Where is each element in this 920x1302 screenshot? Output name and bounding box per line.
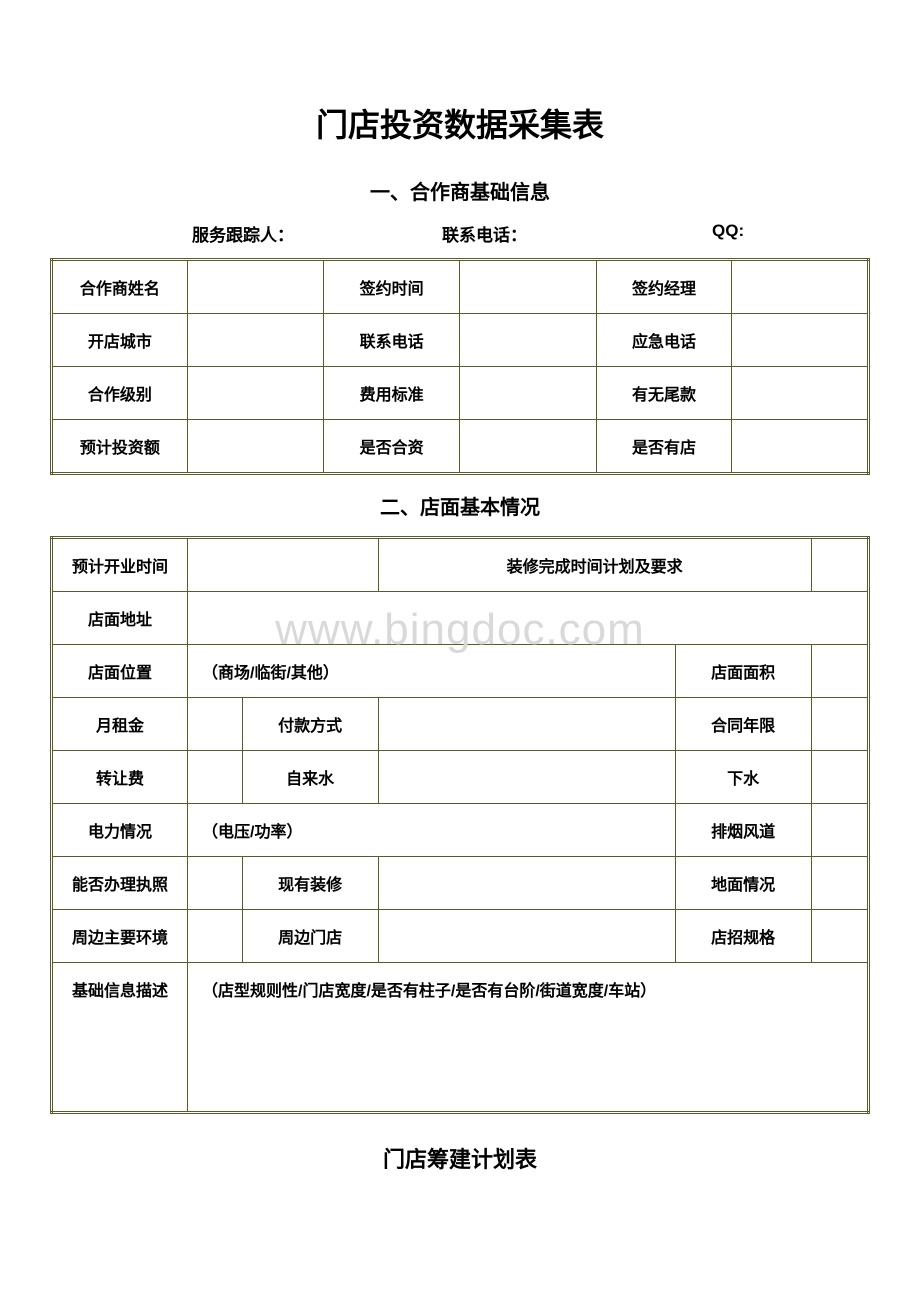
- cell-value: [460, 367, 597, 420]
- phone-label: 联系电话：: [442, 221, 712, 246]
- table-row: 店面位置 （商场/临街/其他） 店面面积: [52, 645, 869, 698]
- cell-value: [378, 698, 675, 751]
- cell-value: [811, 857, 868, 910]
- table-row: 预计投资额 是否合资 是否有店: [52, 420, 869, 474]
- cell-value: [811, 804, 868, 857]
- table-row: 开店城市 联系电话 应急电话: [52, 314, 869, 367]
- cell-value: [378, 751, 675, 804]
- cell-label: 店面地址: [52, 592, 188, 645]
- cell-label: 排烟风道: [675, 804, 811, 857]
- cell-label: 有无尾款: [596, 367, 732, 420]
- cell-value: [188, 592, 869, 645]
- tracker-label: 服务跟踪人：: [192, 221, 442, 246]
- cell-value: [460, 314, 597, 367]
- cell-label: 费用标准: [324, 367, 460, 420]
- cell-label: 电力情况: [52, 804, 188, 857]
- table-row: 合作商姓名 签约时间 签约经理: [52, 260, 869, 314]
- cell-label: 能否办理执照: [52, 857, 188, 910]
- cell-label: 转让费: [52, 751, 188, 804]
- qq-label: QQ:: [712, 221, 744, 246]
- cell-value: [811, 698, 868, 751]
- cell-label: 签约时间: [324, 260, 460, 314]
- store-info-table: 预计开业时间 装修完成时间计划及要求 店面地址 店面位置 （商场/临街/其他） …: [50, 536, 870, 1114]
- cell-label: 周边主要环境: [52, 910, 188, 963]
- cell-label: 是否合资: [324, 420, 460, 474]
- table-row: 能否办理执照 现有装修 地面情况: [52, 857, 869, 910]
- cell-label: 开店城市: [52, 314, 188, 367]
- cell-value: [460, 260, 597, 314]
- cell-value: [811, 751, 868, 804]
- footer-title: 门店筹建计划表: [50, 1142, 870, 1174]
- table-row: 预计开业时间 装修完成时间计划及要求: [52, 538, 869, 592]
- cell-value: [811, 538, 868, 592]
- table-row: 转让费 自来水 下水: [52, 751, 869, 804]
- cell-value: [188, 910, 243, 963]
- cell-label: 月租金: [52, 698, 188, 751]
- table-row: 周边主要环境 周边门店 店招规格: [52, 910, 869, 963]
- cell-label: 周边门店: [242, 910, 378, 963]
- cell-label: 合作级别: [52, 367, 188, 420]
- cell-label: 现有装修: [242, 857, 378, 910]
- cell-value: [188, 751, 243, 804]
- cell-hint: （店型规则性/门店宽度/是否有柱子/是否有台阶/街道宽度/车站）: [188, 963, 869, 1113]
- cell-value: [187, 367, 324, 420]
- table-row: 店面地址: [52, 592, 869, 645]
- cell-value: [732, 420, 869, 474]
- cell-value: [188, 698, 243, 751]
- cell-label: 合作商姓名: [52, 260, 188, 314]
- cell-label: 合同年限: [675, 698, 811, 751]
- contact-row: 服务跟踪人： 联系电话： QQ:: [50, 221, 870, 246]
- cell-value: [188, 857, 243, 910]
- cell-value: [811, 645, 868, 698]
- section1-title: 一、合作商基础信息: [50, 176, 870, 205]
- cell-label: 基础信息描述: [52, 963, 188, 1113]
- table-row: 月租金 付款方式 合同年限: [52, 698, 869, 751]
- table-row: 合作级别 费用标准 有无尾款: [52, 367, 869, 420]
- cell-value: [732, 367, 869, 420]
- cell-value: [188, 538, 379, 592]
- cell-value: [732, 260, 869, 314]
- partner-info-table: 合作商姓名 签约时间 签约经理 开店城市 联系电话 应急电话 合作级别 费用标准…: [50, 258, 870, 475]
- cell-value: [811, 910, 868, 963]
- main-title: 门店投资数据采集表: [50, 100, 870, 146]
- cell-label: 装修完成时间计划及要求: [378, 538, 811, 592]
- cell-label: 自来水: [242, 751, 378, 804]
- cell-label: 预计投资额: [52, 420, 188, 474]
- cell-value: [187, 420, 324, 474]
- cell-label: 下水: [675, 751, 811, 804]
- cell-hint: （电压/功率）: [188, 804, 676, 857]
- cell-label: 是否有店: [596, 420, 732, 474]
- cell-value: [187, 314, 324, 367]
- cell-value: [378, 857, 675, 910]
- cell-label: 付款方式: [242, 698, 378, 751]
- cell-value: [732, 314, 869, 367]
- cell-label: 预计开业时间: [52, 538, 188, 592]
- section2-title: 二、店面基本情况: [50, 491, 870, 520]
- cell-label: 签约经理: [596, 260, 732, 314]
- cell-label: 应急电话: [596, 314, 732, 367]
- cell-value: [187, 260, 324, 314]
- cell-label: 地面情况: [675, 857, 811, 910]
- cell-label: 联系电话: [324, 314, 460, 367]
- cell-label: 店面面积: [675, 645, 811, 698]
- cell-value: [460, 420, 597, 474]
- table-row: 基础信息描述 （店型规则性/门店宽度/是否有柱子/是否有台阶/街道宽度/车站）: [52, 963, 869, 1113]
- table-row: 电力情况 （电压/功率） 排烟风道: [52, 804, 869, 857]
- cell-value: [378, 910, 675, 963]
- cell-label: 店面位置: [52, 645, 188, 698]
- cell-label: 店招规格: [675, 910, 811, 963]
- cell-hint: （商场/临街/其他）: [188, 645, 676, 698]
